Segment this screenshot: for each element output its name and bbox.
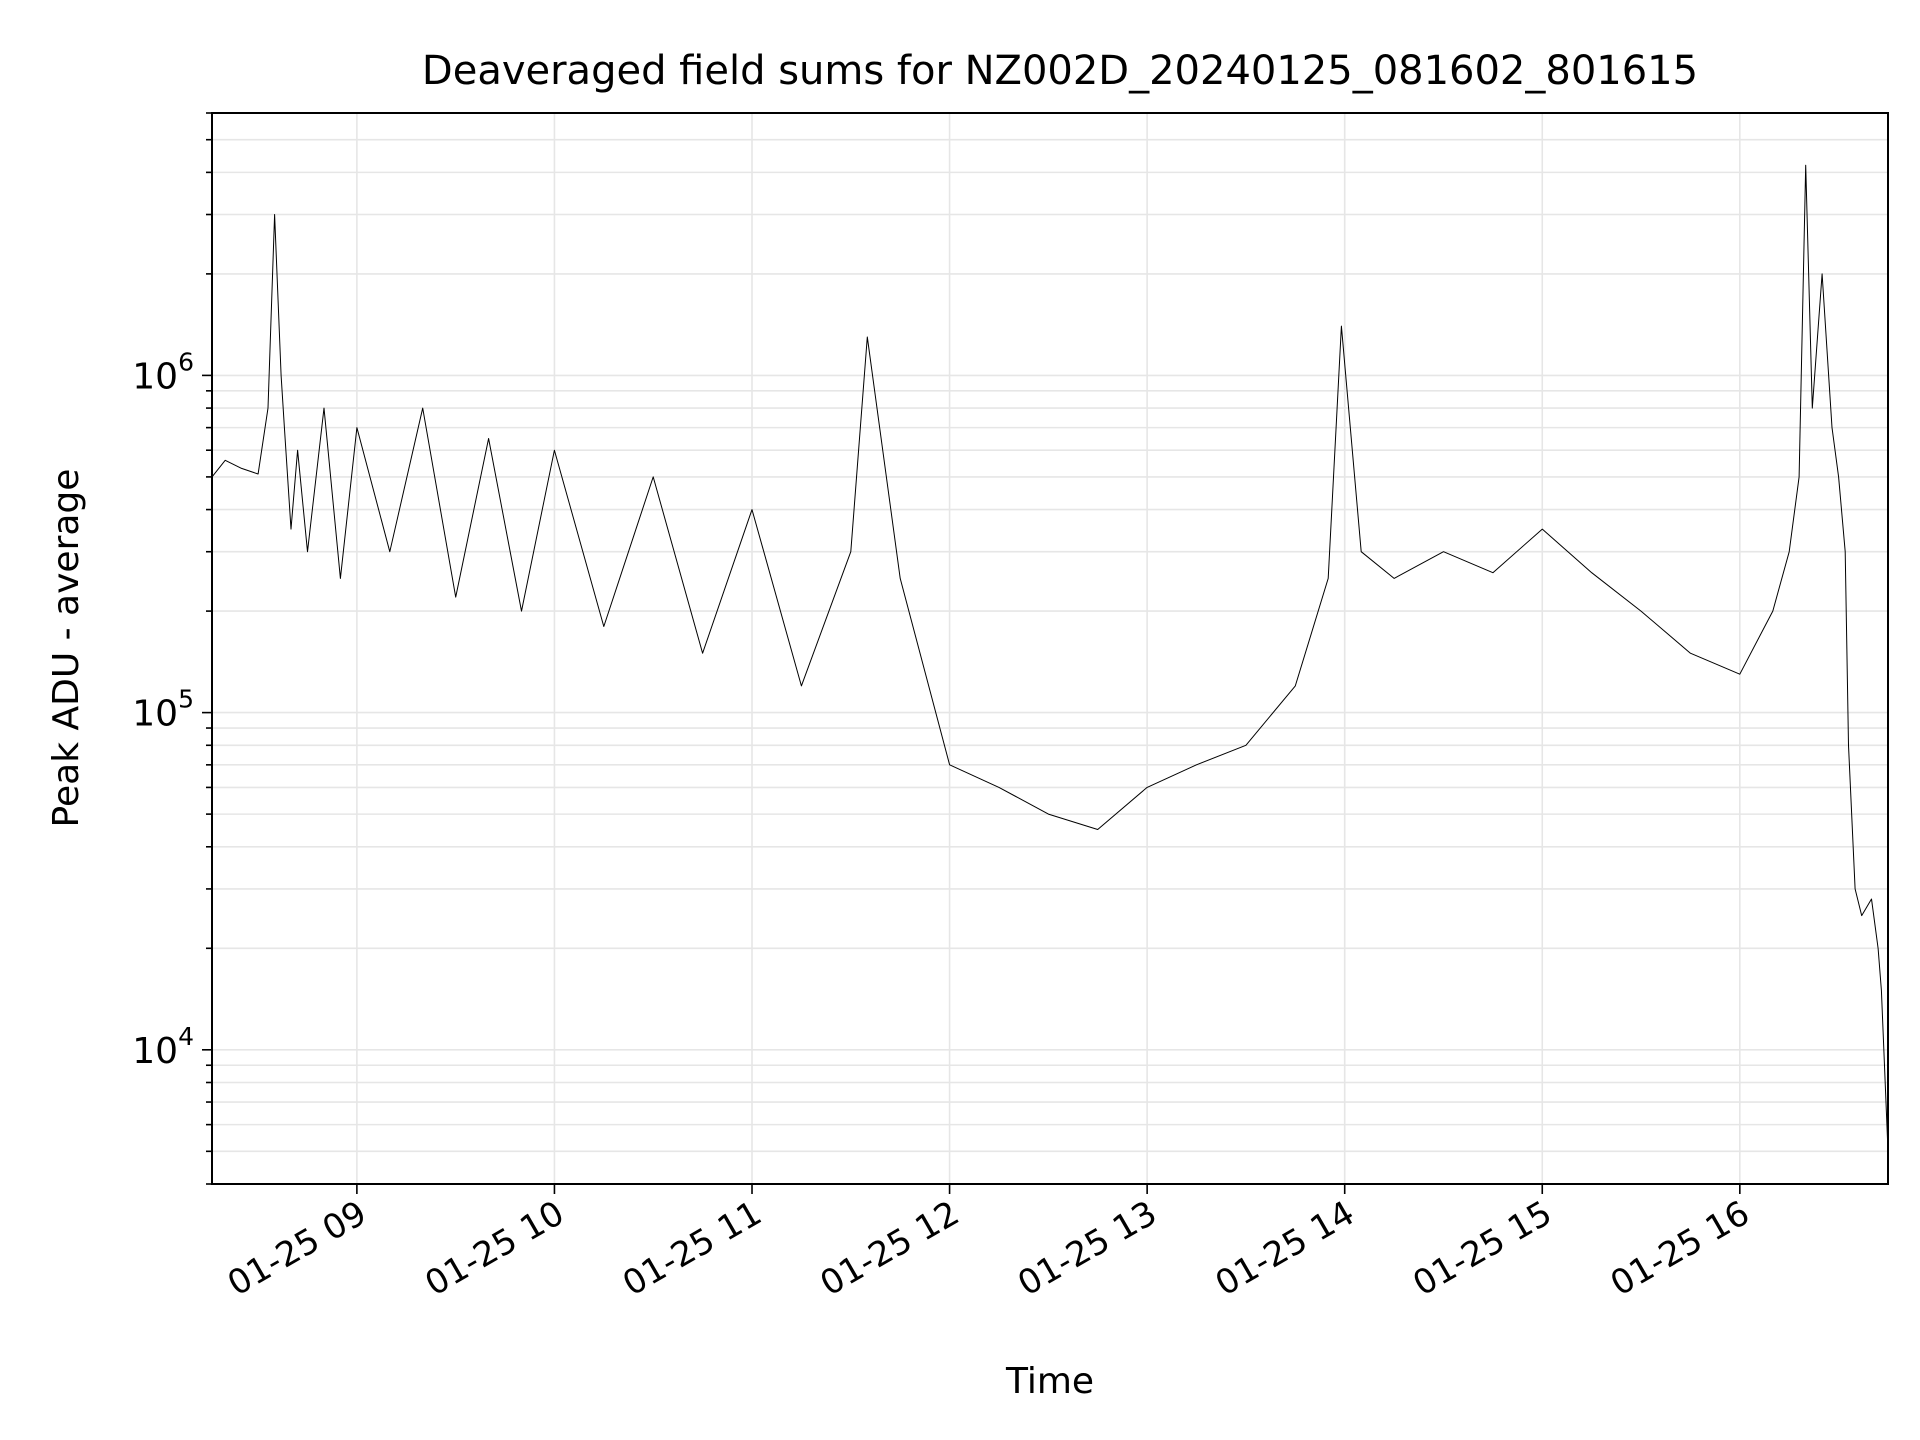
x-axis-label: Time [1005, 1361, 1094, 1402]
x-tick-label: 01-25 10 [419, 1193, 571, 1304]
y-tick-label: 104 [132, 1022, 194, 1072]
plot-area-frame [211, 112, 1889, 1185]
x-tick-label: 01-25 14 [1209, 1193, 1361, 1304]
y-axis: 104 105 106 [132, 112, 212, 1185]
series-layer [211, 164, 1889, 1152]
x-tick-label: 01-25 16 [1604, 1193, 1756, 1304]
grid [212, 112, 1888, 1185]
x-tick-label: 01-25 13 [1011, 1193, 1163, 1304]
y-tick-exponent: 4 [178, 1022, 194, 1051]
series-line [211, 164, 1889, 1152]
x-axis: 01-25 09 01-25 10 01-25 11 01-25 12 01-25 13… [221, 1184, 1756, 1304]
y-axis-label: Peak ADU - average [46, 469, 87, 828]
x-tick-label: 01-25 09 [221, 1193, 373, 1304]
x-tick-label: 01-25 11 [616, 1193, 768, 1304]
chart-title: Deaveraged field sums for NZ002D_2024012… [422, 48, 1698, 94]
x-tick-label: 01-25 12 [814, 1193, 966, 1304]
y-tick-exponent: 6 [178, 347, 194, 376]
y-tick-exponent: 5 [178, 685, 194, 714]
y-tick-label: 105 [132, 685, 194, 735]
x-tick-label: 01-25 15 [1406, 1193, 1558, 1304]
y-tick-label: 106 [132, 347, 194, 397]
